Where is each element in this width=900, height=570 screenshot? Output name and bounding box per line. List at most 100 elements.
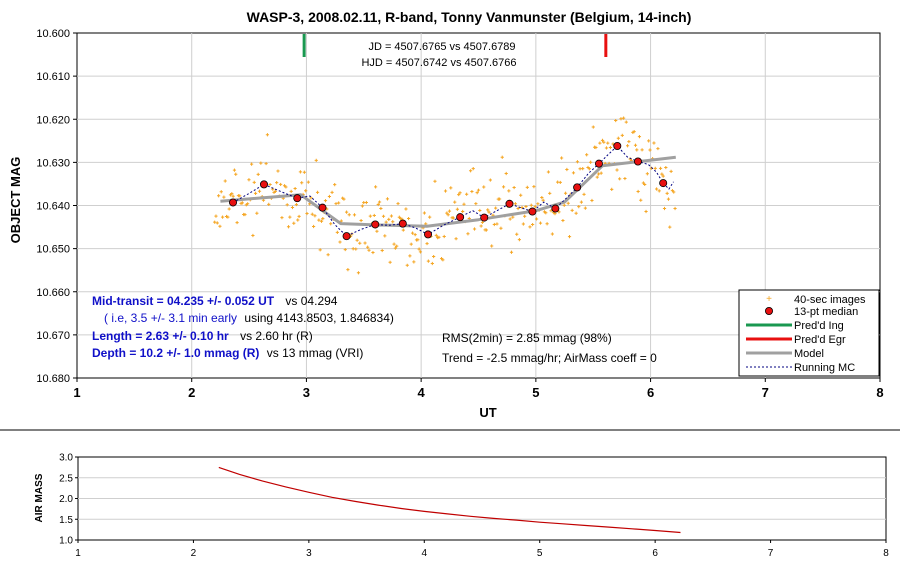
image-point [639,198,643,202]
airmass-y-tick-label: 3.0 [59,453,73,464]
mid-transit-vs: vs 04.294 [285,294,337,308]
image-point [520,205,524,210]
image-point [499,226,503,230]
image-point [669,169,673,173]
median-point [293,194,302,203]
image-point [297,214,301,219]
image-point [326,253,330,257]
image-point [672,190,676,194]
median-point [398,219,407,228]
image-point [384,220,388,224]
image-point [536,202,540,206]
image-point [478,208,482,213]
image-point [434,233,438,237]
image-point [389,214,394,218]
image-point [371,250,375,255]
legend-box [738,289,880,377]
depth-vs: vs 13 mmag (VRI) [267,346,364,360]
y-tick-label: 10.610 [36,71,70,83]
image-point [636,189,640,194]
image-point [379,206,383,211]
image-point [219,190,223,194]
image-point [587,167,591,171]
image-point [253,191,258,195]
image-point [665,191,669,195]
image-point [314,158,318,162]
image-point [652,141,656,145]
early-value: ( i.e, 3.5 +/- 3.1 min early [104,311,237,325]
image-point [550,232,554,236]
image-point [298,170,303,174]
predicted-markers [302,34,608,57]
airmass-series [218,466,681,534]
image-point [276,169,280,173]
image-point [321,217,325,221]
image-point [426,259,430,263]
legend-egress-label: Pred'd Egr [794,334,846,346]
image-point [344,210,349,214]
image-point [557,210,561,214]
median-point [480,213,489,222]
image-point [428,215,432,219]
image-point [288,215,292,219]
image-point [446,213,450,217]
image-point [393,246,397,250]
image-point [238,194,242,198]
image-point [243,212,247,217]
image-point [377,200,382,204]
image-point [575,160,580,164]
chart-title: WASP-3, 2008.02.11, R-band, Tonny Vanmun… [247,9,692,25]
airmass-line [218,466,681,534]
image-point [364,200,368,205]
image-point [476,188,481,192]
legend-item-median: 13-pt median [765,306,858,318]
image-point [532,185,536,189]
image-point [310,212,314,216]
y-tick-label: 10.640 [36,201,70,213]
image-point [530,222,535,227]
image-point [513,202,518,206]
airmass-y-tick-label: 2.5 [59,473,73,484]
image-point [616,136,620,140]
image-point [227,207,231,211]
image-point [566,201,570,205]
image-point [474,202,478,206]
image-point [528,225,532,229]
image-point [264,161,268,166]
median-point [573,183,582,192]
image-point [658,166,663,170]
image-point [441,258,445,262]
image-point [296,218,300,222]
median-point [424,230,433,239]
image-point [290,205,295,210]
image-point [579,200,583,204]
image-point [653,166,657,170]
image-point [606,141,610,145]
image-point [418,250,423,254]
image-point [285,203,289,207]
median-point [505,199,514,208]
y-tick-label: 10.680 [36,373,70,385]
airmass-y-tick-label: 1.0 [59,536,73,547]
image-point [275,181,279,185]
image-point [462,202,466,206]
mid-transit-annotation: Mid-transit = 04.235 +/- 0.052 UT vs 04.… [92,294,338,308]
median-point [528,207,537,216]
image-point [567,235,572,239]
median-point [342,232,351,241]
legend-item-model: Model [746,348,824,360]
image-point [565,167,569,172]
airmass-x-tick-label: 8 [883,548,889,559]
image-point [583,206,587,210]
image-point [374,185,378,189]
image-point [249,162,254,166]
image-point [540,195,544,200]
image-point [391,220,395,224]
image-point [484,228,489,232]
image-point [524,204,528,209]
image-point [602,140,606,144]
image-point [255,211,259,215]
median-point [318,203,327,212]
image-point [292,221,296,225]
median-point [613,141,622,150]
